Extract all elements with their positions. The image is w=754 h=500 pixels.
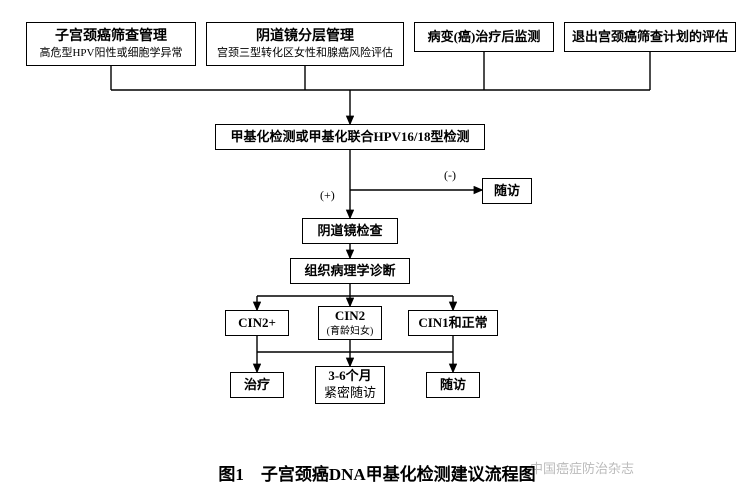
node-cin2: CIN2(育龄妇女) (318, 306, 382, 340)
node-follow36-sub: 紧密随访 (324, 385, 376, 402)
node-top1-sub: 高危型HPV阳性或细胞学异常 (39, 46, 182, 60)
node-top1: 子宫颈癌筛查管理高危型HPV阳性或细胞学异常 (26, 22, 196, 66)
node-top4-title: 退出宫颈癌筛查计划的评估 (572, 29, 728, 46)
figure-caption: 图1 子宫颈癌DNA甲基化检测建议流程图 (0, 460, 754, 485)
node-top1-title: 子宫颈癌筛查管理 (55, 28, 167, 46)
node-colpo-title: 阴道镜检查 (317, 223, 382, 240)
node-followup2-title: 随访 (440, 377, 466, 394)
node-cin1-title: CIN1和正常 (418, 315, 487, 332)
node-top4: 退出宫颈癌筛查计划的评估 (564, 22, 736, 52)
node-followup1: 随访 (482, 178, 532, 204)
node-cin2-title: CIN2 (335, 308, 365, 325)
node-cin2p: CIN2+ (225, 310, 289, 336)
node-top3-title: 病变(癌)治疗后监测 (428, 29, 541, 46)
node-top2-sub: 宫颈三型转化区女性和腺癌风险评估 (217, 46, 393, 60)
node-cin2p-title: CIN2+ (238, 315, 276, 332)
edge-label-plus: (+) (318, 188, 337, 203)
node-follow36: 3-6个月紧密随访 (315, 366, 385, 404)
node-top2: 阴道镜分层管理宫颈三型转化区女性和腺癌风险评估 (206, 22, 404, 66)
node-treat: 治疗 (230, 372, 284, 398)
node-top3: 病变(癌)治疗后监测 (414, 22, 554, 52)
connector-layer (0, 0, 754, 500)
node-followup2: 随访 (426, 372, 480, 398)
edge-label-minus: (-) (442, 168, 458, 183)
node-followup1-title: 随访 (494, 183, 520, 200)
node-cin2-sub: (育龄妇女) (327, 325, 374, 338)
node-treat-title: 治疗 (244, 377, 270, 394)
node-methyl-title: 甲基化检测或甲基化联合HPV16/18型检测 (230, 129, 469, 146)
node-methyl: 甲基化检测或甲基化联合HPV16/18型检测 (215, 124, 485, 150)
node-colpo: 阴道镜检查 (302, 218, 398, 244)
node-histo-title: 组织病理学诊断 (304, 263, 395, 280)
node-follow36-title: 3-6个月 (328, 368, 371, 385)
node-cin1: CIN1和正常 (408, 310, 498, 336)
node-top2-title: 阴道镜分层管理 (256, 28, 354, 46)
node-histo: 组织病理学诊断 (290, 258, 410, 284)
